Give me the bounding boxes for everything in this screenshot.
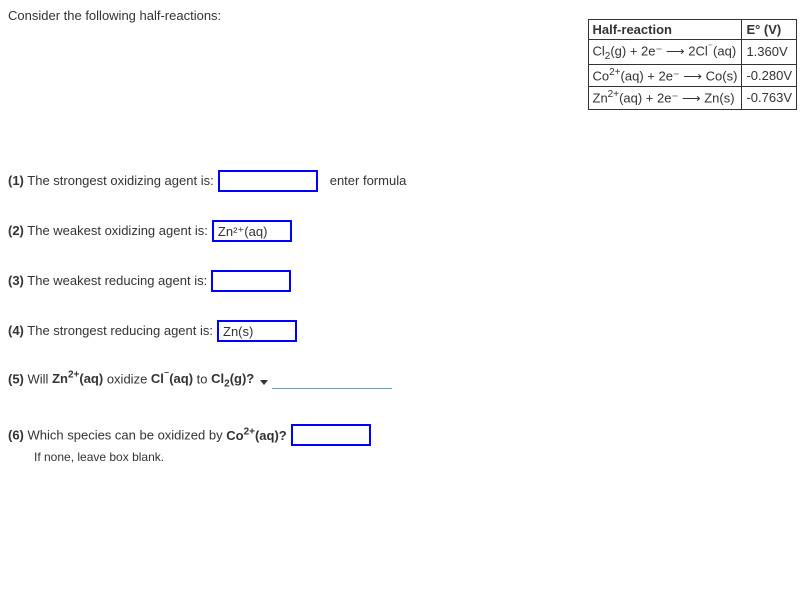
q3-text: The weakest reducing agent is: (24, 273, 207, 288)
cell-reaction: Cl2(g) + 2e⁻ ⟶ 2Cl⁻(aq) (588, 40, 742, 65)
q5-mid: oxidize (107, 371, 151, 386)
q1-input[interactable] (218, 170, 318, 192)
q4-input[interactable]: Zn(s) (217, 320, 297, 342)
q3-input[interactable] (211, 270, 291, 292)
q5-pre: Will (24, 371, 52, 386)
q6-input[interactable] (291, 424, 371, 446)
q6-pre: Which species can be oxidized by (24, 428, 226, 443)
cell-e: -0.280V (742, 64, 797, 86)
arrow-icon: ⟶ (682, 91, 704, 106)
half-reaction-table-wrap: Half-reaction E° (V) Cl2(g) + 2e⁻ ⟶ 2Cl⁻… (8, 19, 797, 110)
question-2: (2) The weakest oxidizing agent is: Zn²⁺… (8, 220, 797, 242)
q4-text: The strongest reducing agent is: (24, 323, 213, 338)
cell-reaction: Zn2+(aq) + 2e⁻ ⟶ Zn(s) (588, 87, 742, 109)
question-4: (4) The strongest reducing agent is: Zn(… (8, 320, 797, 342)
q5-to: to (197, 371, 211, 386)
table-row: Zn2+(aq) + 2e⁻ ⟶ Zn(s) -0.763V (588, 87, 797, 109)
q5-underline (272, 370, 392, 389)
table-row: Co2+(aq) + 2e⁻ ⟶ Co(s) -0.280V (588, 64, 797, 86)
half-reaction-table: Half-reaction E° (V) Cl2(g) + 2e⁻ ⟶ 2Cl⁻… (588, 19, 798, 110)
th-reaction: Half-reaction (588, 20, 742, 40)
q1-num: (1) (8, 173, 24, 188)
q2-num: (2) (8, 223, 24, 238)
table-row: Cl2(g) + 2e⁻ ⟶ 2Cl⁻(aq) 1.360V (588, 40, 797, 65)
question-6: (6) Which species can be oxidized by Co2… (8, 424, 797, 446)
question-3: (3) The weakest reducing agent is: (8, 270, 797, 292)
chevron-down-icon (260, 380, 268, 385)
th-potential: E° (V) (742, 20, 797, 40)
q5-num: (5) (8, 371, 24, 386)
arrow-icon: ⟶ (666, 43, 688, 58)
cell-e: -0.763V (742, 87, 797, 109)
q2-input[interactable]: Zn²⁺(aq) (212, 220, 292, 242)
q1-text: The strongest oxidizing agent is: (24, 173, 214, 188)
q5-dropdown[interactable] (258, 370, 392, 389)
question-5: (5) Will Zn2+(aq) oxidize Cl⁻(aq) to Cl2… (8, 370, 797, 390)
q4-num: (4) (8, 323, 24, 338)
q2-text: The weakest oxidizing agent is: (24, 223, 208, 238)
cell-e: 1.360V (742, 40, 797, 65)
q6-num: (6) (8, 428, 24, 443)
arrow-icon: ⟶ (683, 68, 705, 83)
q3-num: (3) (8, 273, 24, 288)
cell-reaction: Co2+(aq) + 2e⁻ ⟶ Co(s) (588, 64, 742, 86)
q6-note: If none, leave box blank. (34, 450, 797, 464)
question-1: (1) The strongest oxidizing agent is: en… (8, 170, 797, 192)
q1-hint: enter formula (330, 173, 407, 188)
